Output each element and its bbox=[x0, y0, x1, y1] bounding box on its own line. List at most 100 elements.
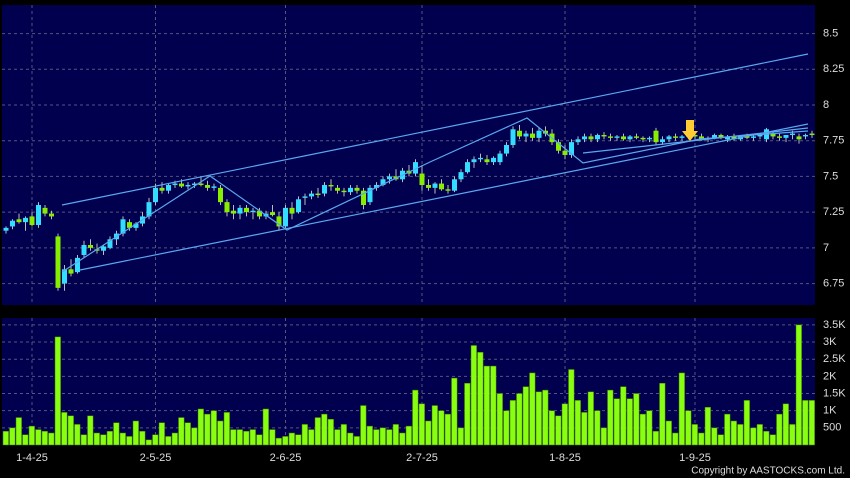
volume-bar bbox=[464, 382, 471, 446]
volume-bar bbox=[269, 429, 276, 446]
volume-bar bbox=[301, 424, 308, 446]
volume-bar bbox=[555, 415, 562, 446]
y-tick-label: 8.25 bbox=[823, 63, 844, 75]
volume-bar bbox=[126, 436, 133, 446]
volume-bar bbox=[282, 436, 289, 446]
candle-body bbox=[361, 190, 366, 205]
volume-bar bbox=[724, 413, 731, 446]
volume-bar bbox=[54, 336, 61, 446]
volume-bar bbox=[275, 437, 282, 446]
volume-bar bbox=[366, 425, 373, 446]
candle-body bbox=[504, 145, 509, 154]
volume-bar bbox=[262, 408, 269, 446]
volume-bar bbox=[256, 434, 263, 446]
volume-bar bbox=[646, 410, 653, 446]
candle-body bbox=[315, 193, 321, 195]
volume-bar bbox=[795, 324, 802, 446]
volume-bar bbox=[730, 420, 737, 446]
volume-bar bbox=[607, 389, 614, 446]
candle-body bbox=[562, 150, 568, 155]
candle-body bbox=[556, 142, 561, 151]
candle-body bbox=[569, 142, 574, 155]
volume-bar bbox=[808, 400, 815, 446]
candle-body bbox=[510, 129, 516, 145]
candle-body bbox=[62, 269, 67, 284]
volume-bar bbox=[139, 431, 146, 446]
candle-body bbox=[471, 159, 477, 163]
x-tick-label: 2-6-25 bbox=[270, 452, 302, 464]
candle-body bbox=[244, 207, 249, 213]
candle-body bbox=[439, 183, 444, 190]
volume-bar bbox=[581, 412, 588, 446]
volume-bar bbox=[568, 369, 575, 446]
volume-bar bbox=[223, 412, 230, 446]
y-tick-label: 7 bbox=[823, 242, 829, 254]
candle-body bbox=[790, 133, 795, 135]
volume-bar bbox=[145, 439, 152, 446]
volume-bar bbox=[431, 405, 438, 446]
volume-tick-label: 1K bbox=[823, 405, 837, 417]
candle-body bbox=[731, 136, 737, 140]
candle-body bbox=[653, 130, 659, 143]
candle-body bbox=[595, 135, 600, 140]
volume-bar bbox=[483, 365, 490, 446]
candle-body bbox=[120, 219, 126, 234]
volume-bar bbox=[490, 365, 497, 446]
candle-body bbox=[380, 179, 386, 185]
candle-body bbox=[413, 162, 418, 174]
candle-body bbox=[699, 136, 704, 140]
volume-bar bbox=[457, 427, 464, 446]
candle-body bbox=[575, 139, 581, 143]
volume-bar bbox=[87, 415, 94, 446]
candle-body bbox=[660, 139, 665, 143]
trend-lines bbox=[61, 53, 809, 273]
price-panel bbox=[2, 5, 815, 305]
candle-body bbox=[309, 193, 314, 197]
candle-body bbox=[523, 133, 529, 137]
volume-bar bbox=[132, 420, 139, 446]
candle-body bbox=[465, 162, 470, 173]
volume-bar bbox=[425, 420, 432, 446]
volume-bar bbox=[100, 434, 107, 446]
candle-body bbox=[276, 216, 282, 227]
candle-body bbox=[257, 210, 262, 217]
volume-bar bbox=[165, 436, 172, 446]
candle-body bbox=[192, 183, 197, 185]
volume-bar bbox=[698, 432, 705, 446]
candle-body bbox=[101, 246, 106, 251]
candle-body bbox=[432, 183, 438, 188]
candle-body bbox=[627, 136, 633, 140]
volume-bar bbox=[152, 434, 159, 446]
candle-body bbox=[348, 187, 353, 193]
candle-body bbox=[426, 185, 431, 188]
volume-bar bbox=[789, 424, 796, 446]
volume-bar bbox=[327, 419, 334, 446]
volume-bar bbox=[191, 427, 198, 446]
volume-bar bbox=[295, 434, 302, 446]
volume-bar bbox=[776, 413, 783, 446]
volume-bar bbox=[451, 377, 458, 446]
candle-body bbox=[81, 245, 87, 255]
volume-bar bbox=[678, 372, 685, 446]
volume-tick-label: 2K bbox=[823, 370, 837, 382]
volume-bar bbox=[392, 424, 399, 446]
volume-bar bbox=[587, 391, 594, 446]
candle-body bbox=[42, 207, 48, 214]
candle-body bbox=[491, 157, 496, 163]
candle-body bbox=[809, 133, 815, 135]
candle-body bbox=[608, 136, 613, 138]
volume-bar bbox=[711, 427, 718, 446]
candle-body bbox=[211, 186, 217, 188]
volume-bar bbox=[529, 372, 536, 446]
candle-body bbox=[777, 136, 782, 138]
candle-body bbox=[614, 136, 620, 138]
candle-body bbox=[640, 137, 646, 140]
candle-body bbox=[328, 185, 334, 187]
upper-channel bbox=[61, 53, 809, 206]
volume-bar bbox=[321, 413, 328, 446]
candle-body bbox=[335, 187, 340, 191]
candle-body bbox=[16, 219, 22, 223]
volume-bar bbox=[594, 410, 601, 446]
volume-bar bbox=[236, 429, 243, 446]
volume-bar bbox=[67, 415, 74, 446]
